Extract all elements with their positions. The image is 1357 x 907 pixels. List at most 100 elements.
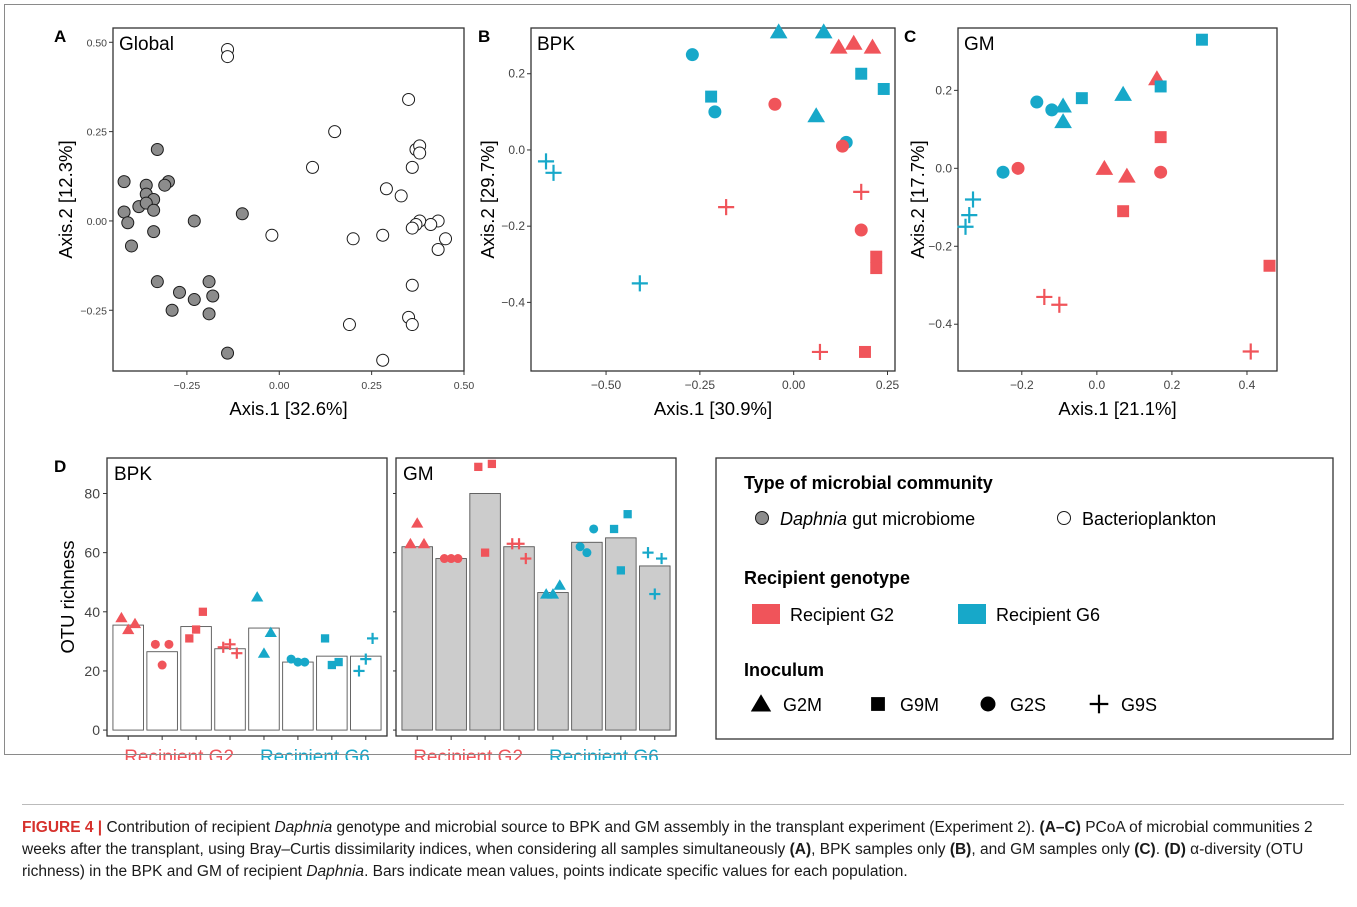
point-g6-plus [957, 218, 974, 235]
point-g6-circle [300, 657, 310, 667]
bacterioplankton-point [221, 50, 235, 64]
plot-frame [957, 27, 1278, 372]
point-g2-square [474, 462, 483, 472]
gut-microbiome-point [147, 203, 161, 217]
y-tick-label: 0.2 [508, 67, 525, 81]
point-g6-square [1195, 33, 1208, 46]
genotype-swatch-g6 [958, 604, 986, 624]
bacterioplankton-point [394, 189, 408, 203]
point-g2-triangle [122, 623, 135, 635]
point-g2-square [1117, 205, 1130, 218]
bar-g6-triangle [248, 627, 280, 731]
point-g2-plus [520, 552, 532, 565]
point-g2-circle [1154, 165, 1168, 179]
y-tick-label: 0.00 [87, 216, 108, 228]
point-g2-square [487, 459, 497, 469]
x-tick-label: 0.00 [782, 378, 806, 392]
point-g6-plus [537, 153, 555, 170]
point-g2-square [858, 345, 871, 358]
point-g6-circle [1030, 95, 1044, 109]
y-tick-label: 40 [84, 604, 100, 620]
point-g6-triangle [807, 107, 826, 123]
panel-letter: D [54, 457, 66, 476]
legend-inoculum-title: Inoculum [744, 660, 824, 680]
caption-segment: α-diversity (OTU richness) in the BPK an… [22, 841, 1304, 880]
inoculum-triangle-icon [750, 694, 772, 712]
bacterioplankton-point [402, 92, 416, 106]
panel-title: GM [964, 34, 995, 55]
x-axis-label: Axis.1 [32.6%] [229, 398, 347, 419]
x-tick-label: 0.0 [1089, 378, 1106, 392]
y-tick-label: 20 [84, 663, 100, 679]
point-g6-plus [360, 653, 372, 665]
point-g2-plus [231, 647, 243, 659]
legend-genotype-label: Recipient G2 [790, 605, 894, 625]
point-g2-circle [439, 554, 449, 564]
point-g2-plus [224, 638, 236, 650]
facet-title: BPK [114, 464, 152, 485]
x-axis-label: Axis.1 [21.1%] [1058, 398, 1176, 419]
point-g2-square [870, 262, 883, 275]
point-g2-circle [835, 139, 849, 153]
point-g2-plus [1036, 288, 1053, 306]
point-g6-triangle [251, 591, 264, 602]
x-tick-label: −0.25 [685, 378, 716, 392]
bacterioplankton-point [265, 228, 279, 242]
legend-inoculum-label: G9S [1121, 695, 1157, 715]
y-tick-label: −0.25 [80, 305, 107, 317]
bacterioplankton-point [405, 318, 419, 332]
point-g2-circle [446, 554, 456, 564]
point-g6-circle [575, 542, 585, 552]
bar-g2-circle [435, 558, 467, 731]
bar-g2-plus [214, 648, 246, 731]
caption-segment: , BPK samples only [811, 841, 950, 858]
point-g2-plus [513, 538, 525, 550]
point-g2-triangle [863, 38, 882, 54]
point-g2-square [198, 607, 208, 616]
gut-microbiome-point [158, 178, 172, 192]
point-g2-circle [150, 639, 160, 649]
gut-microbiome-point [235, 207, 249, 221]
caption-body: Contribution of recipient Daphnia genoty… [22, 819, 1313, 880]
bacterioplankton-point [405, 221, 419, 235]
bacterioplankton-point [346, 232, 360, 246]
facet-gm: GM Recipient G2 Recipient G6 [393, 457, 677, 760]
panel-letter: B [478, 27, 490, 46]
point-g6-square [616, 566, 625, 575]
point-g6-triangle [546, 588, 560, 599]
bar-g2-plus [503, 546, 535, 731]
caption-segment: genotype and microbial source to BPK and… [332, 819, 1040, 836]
gut-microbiome-point [147, 225, 161, 239]
point-g2-square [1154, 131, 1167, 144]
point-g6-circle [685, 48, 699, 62]
legend-community-title: Type of microbial community [744, 473, 993, 493]
y-tick-label: 0.2 [935, 83, 952, 97]
bar-g2-square [180, 626, 212, 731]
point-g2-plus [718, 199, 735, 216]
inoculum-square-icon [871, 697, 885, 711]
point-g6-plus [642, 547, 654, 559]
point-g2-circle [453, 554, 463, 564]
x-tick-label: −0.25 [174, 380, 201, 392]
bar-g2-square [469, 493, 501, 731]
point-g6-plus [961, 207, 978, 224]
point-g2-plus [1242, 343, 1259, 360]
inoculum-plus-icon [1089, 694, 1109, 714]
point-g2-triangle [115, 611, 128, 623]
legend-genotype-title: Recipient genotype [744, 568, 910, 588]
y-tick-label: −0.4 [928, 317, 952, 331]
caption-segment: (A) [789, 841, 812, 858]
gut-microbiome-point [150, 142, 164, 156]
gut-microbiome-point [173, 285, 187, 299]
point-g2-triangle [128, 617, 142, 629]
bar-g2-triangle [401, 546, 433, 731]
point-g6-circle [286, 654, 296, 664]
legend-inoculum-label: G9M [900, 695, 939, 715]
point-g6-triangle [769, 23, 788, 39]
point-g6-square [609, 524, 619, 534]
caption-segment: PCoA of microbial communities 2 weeks af… [22, 819, 1313, 858]
point-g6-triangle [814, 23, 833, 39]
caption-segment: (A–C) [1039, 819, 1081, 836]
point-g6-plus [631, 275, 648, 292]
panel-a-global-pcoa: A Global −0.25 0.00 0.25 0.50 −0.25 0.00 0.25 0.5… [54, 27, 474, 419]
